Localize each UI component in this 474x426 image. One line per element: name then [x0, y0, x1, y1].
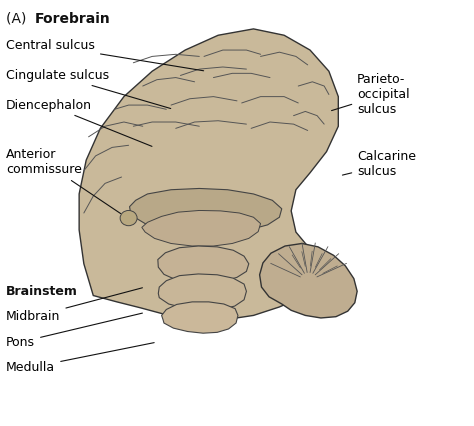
Text: Parieto-
occipital
sulcus: Parieto- occipital sulcus	[331, 73, 410, 116]
Polygon shape	[260, 244, 357, 318]
Text: Pons: Pons	[6, 313, 142, 348]
Polygon shape	[129, 188, 282, 233]
Text: Forebrain: Forebrain	[35, 12, 110, 26]
Text: Cingulate sulcus: Cingulate sulcus	[6, 69, 171, 109]
Polygon shape	[162, 302, 238, 333]
Text: Medulla: Medulla	[6, 343, 154, 374]
Polygon shape	[79, 29, 338, 320]
Text: Calcarine
sulcus: Calcarine sulcus	[342, 150, 416, 178]
Text: Brainstem: Brainstem	[6, 285, 78, 298]
Polygon shape	[158, 274, 246, 311]
Polygon shape	[142, 210, 261, 246]
Text: (A): (A)	[6, 12, 35, 26]
Text: Anterior
commissure: Anterior commissure	[6, 148, 121, 213]
Circle shape	[120, 210, 137, 226]
Text: Midbrain: Midbrain	[6, 288, 142, 323]
Polygon shape	[158, 246, 249, 283]
Text: Central sulcus: Central sulcus	[6, 39, 204, 71]
Text: Diencephalon: Diencephalon	[6, 98, 152, 147]
